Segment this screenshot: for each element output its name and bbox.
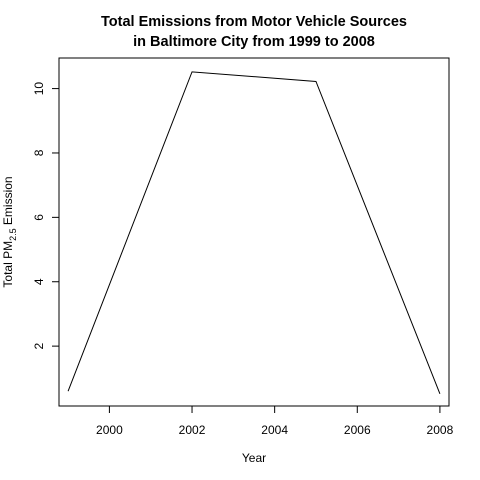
y-axis-label-subscript: 2.5 bbox=[8, 228, 18, 241]
y-axis-label-suffix: Emission bbox=[1, 176, 15, 228]
y-tick-label-8: 8 bbox=[32, 149, 46, 156]
x-axis: 2000 2002 2004 2006 2008 bbox=[96, 406, 454, 437]
y-axis: 2 4 6 8 10 bbox=[32, 82, 59, 349]
y-tick-label-2: 2 bbox=[32, 342, 46, 349]
plot-area-border bbox=[58, 57, 450, 407]
x-axis-label: Year bbox=[242, 451, 266, 465]
y-tick-label-6: 6 bbox=[32, 214, 46, 221]
y-tick-label-4: 4 bbox=[32, 278, 46, 285]
y-axis-label: Total PM2.5 Emission bbox=[1, 176, 18, 287]
x-tick-label-2000: 2000 bbox=[96, 423, 123, 437]
x-tick-label-2006: 2006 bbox=[344, 423, 371, 437]
y-tick-label-10: 10 bbox=[32, 82, 46, 96]
chart-title-line-1: Total Emissions from Motor Vehicle Sourc… bbox=[101, 14, 407, 30]
x-tick-label-2008: 2008 bbox=[427, 423, 454, 437]
y-axis-label-prefix: Total PM bbox=[1, 241, 15, 288]
chart-title-line-2: in Baltimore City from 1999 to 2008 bbox=[133, 34, 375, 50]
x-tick-label-2004: 2004 bbox=[261, 423, 288, 437]
series-line-total-emissions bbox=[67, 71, 441, 394]
x-tick-label-2002: 2002 bbox=[179, 423, 206, 437]
